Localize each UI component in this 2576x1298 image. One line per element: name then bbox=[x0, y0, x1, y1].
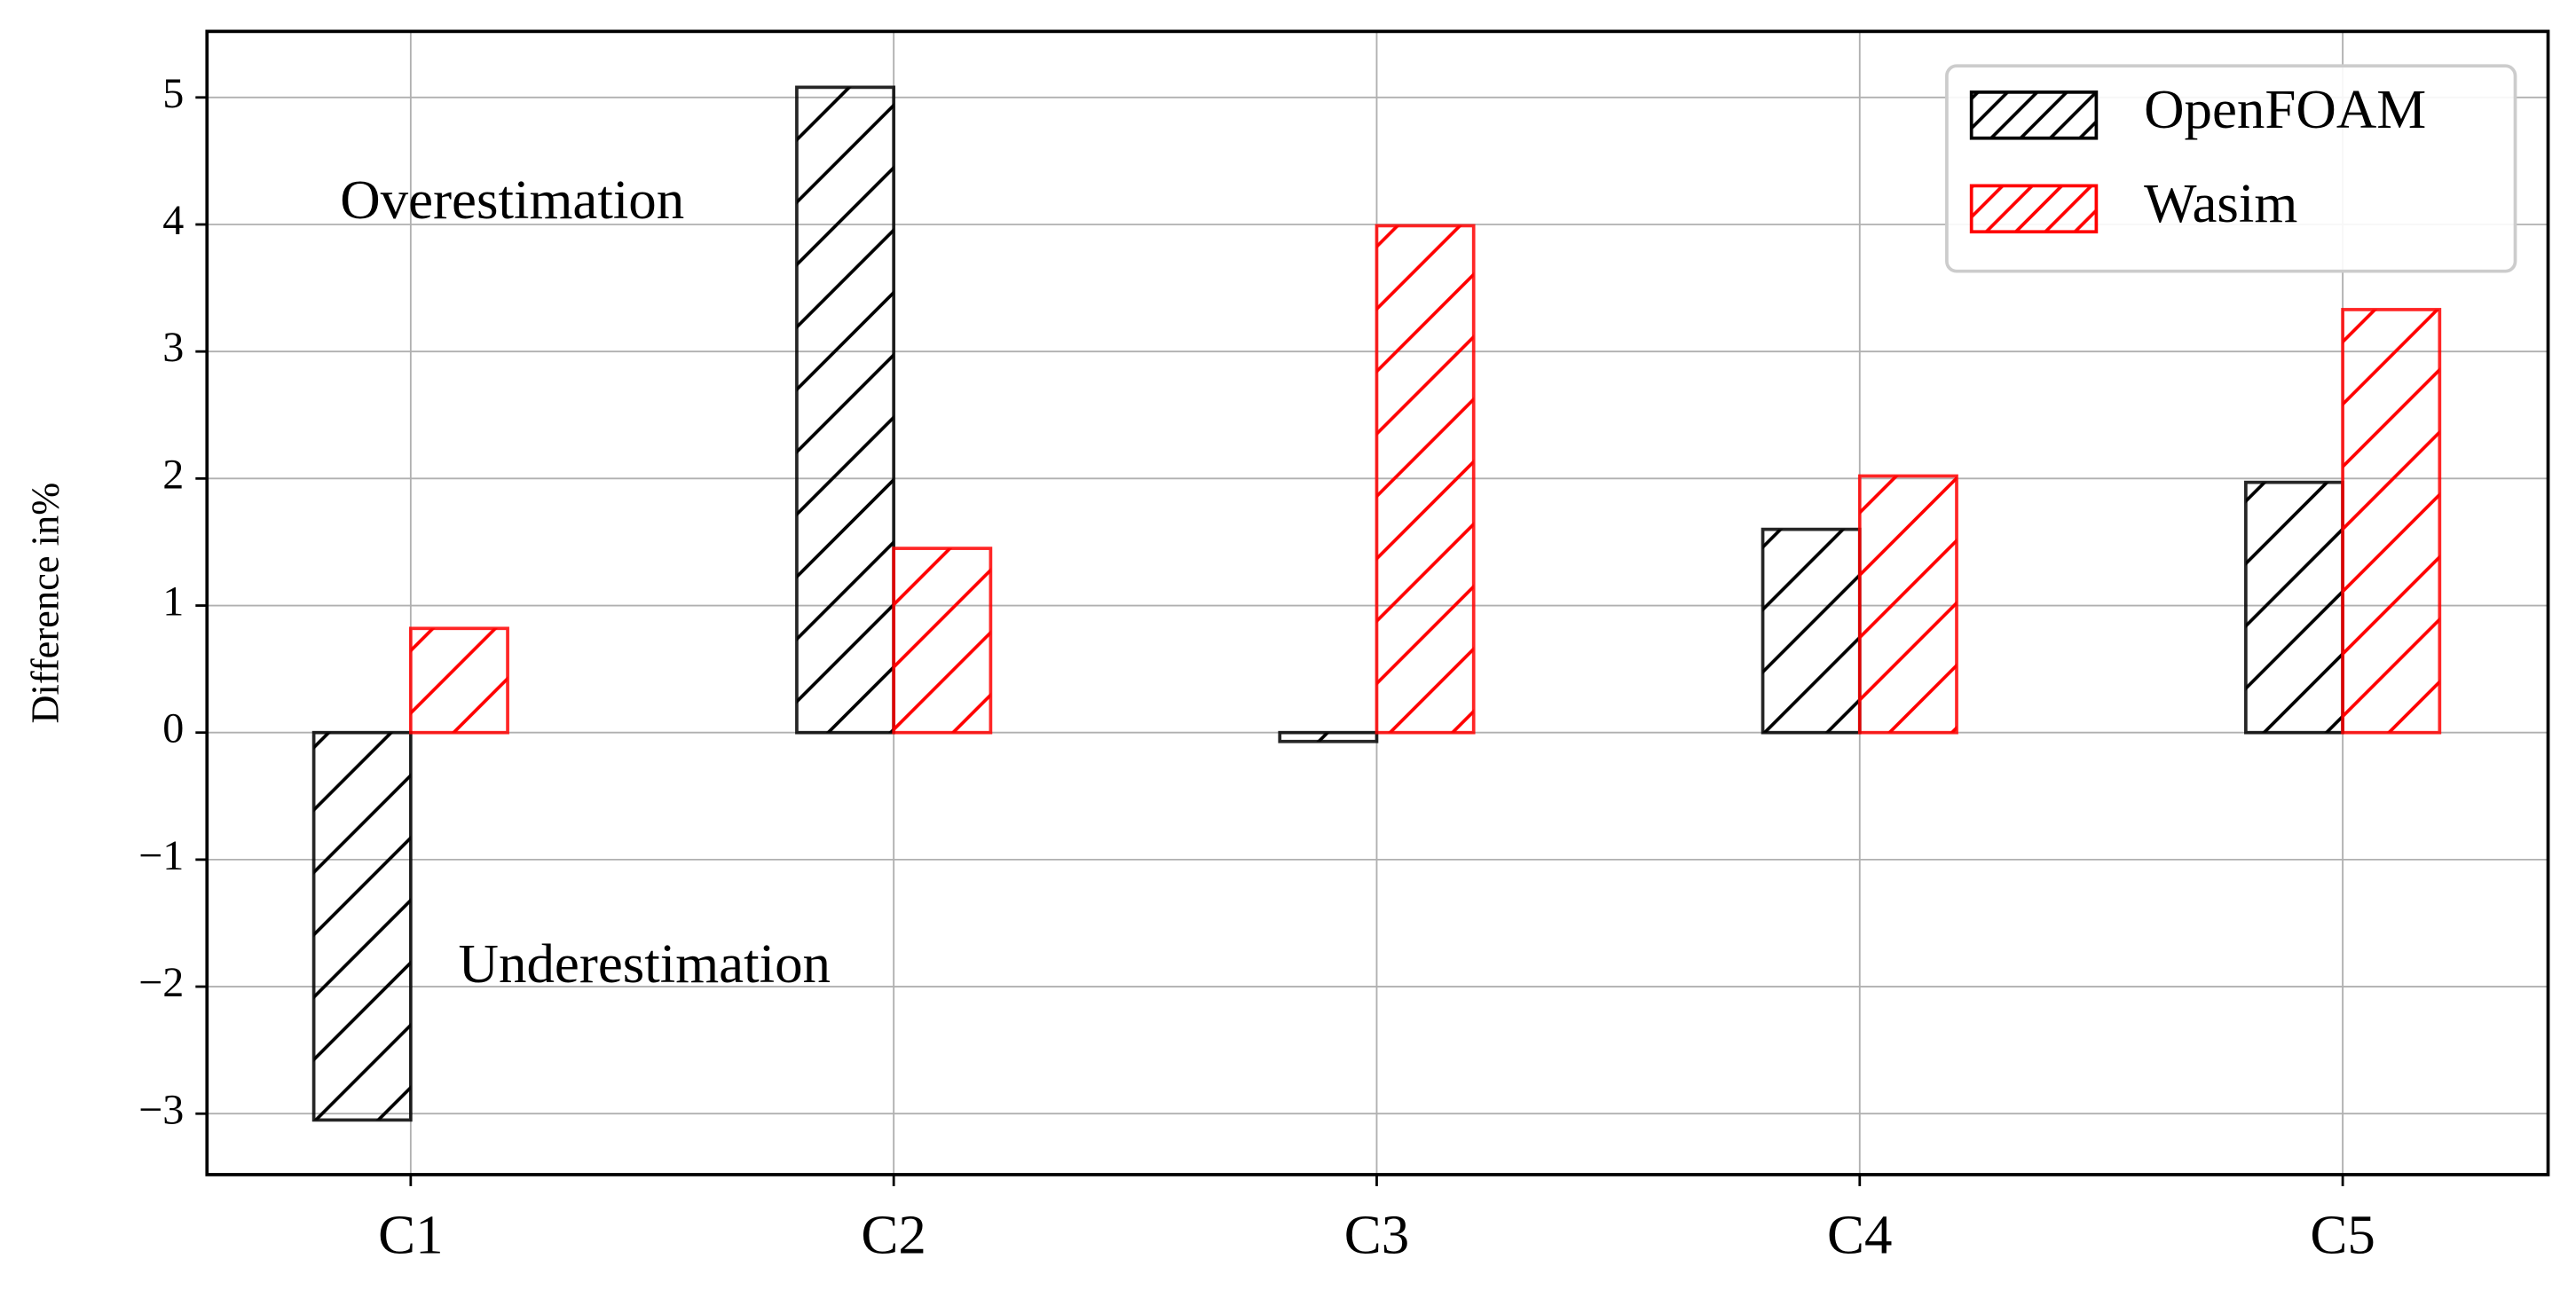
x-tick-label: C1 bbox=[378, 1203, 443, 1265]
y-axis-label: Difference in% bbox=[23, 483, 67, 724]
annotation: Overestimation bbox=[340, 169, 684, 231]
legend-swatch bbox=[1969, 184, 2099, 234]
x-tick-label: C2 bbox=[861, 1203, 926, 1265]
legend-swatch bbox=[1969, 90, 2099, 140]
x-tick-label: C5 bbox=[2310, 1203, 2375, 1265]
bar bbox=[892, 547, 993, 735]
x-tick-label: C4 bbox=[1827, 1203, 1892, 1265]
y-tick-label: −3 bbox=[138, 1086, 184, 1133]
y-tick-label: −1 bbox=[138, 832, 184, 879]
bar bbox=[408, 626, 509, 735]
legend-label: OpenFOAM bbox=[2144, 78, 2426, 140]
annotation: Underestimation bbox=[459, 932, 831, 995]
bar bbox=[1761, 527, 1862, 735]
y-tick-label: 3 bbox=[162, 324, 184, 371]
bar bbox=[795, 85, 896, 735]
x-tick-label: C3 bbox=[1344, 1203, 1409, 1265]
bar bbox=[2244, 480, 2344, 735]
bar bbox=[311, 730, 413, 1122]
y-tick-label: 5 bbox=[162, 70, 184, 117]
y-tick-label: 0 bbox=[162, 705, 184, 752]
y-tick-label: 1 bbox=[162, 578, 184, 625]
bar bbox=[2341, 308, 2442, 735]
y-tick-label: 2 bbox=[162, 451, 184, 498]
legend-label: Wasim bbox=[2144, 172, 2297, 234]
bar bbox=[1375, 224, 1476, 735]
y-tick-label: −2 bbox=[138, 959, 184, 1006]
bar bbox=[1857, 474, 1958, 735]
bar bbox=[1278, 730, 1379, 743]
legend: OpenFOAM Wasim bbox=[1945, 64, 2517, 273]
y-tick-label: 4 bbox=[162, 197, 184, 244]
bars bbox=[311, 85, 2442, 1122]
